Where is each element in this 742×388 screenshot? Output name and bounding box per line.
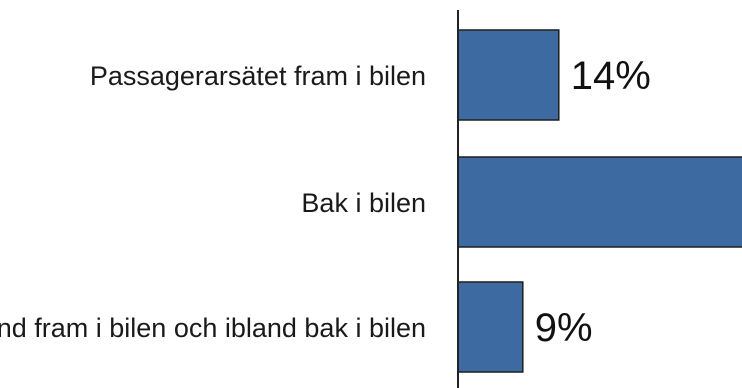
value-labels: 14% 9% bbox=[535, 54, 651, 350]
category-labels: Passagerarsätet fram i bilen Bak i bilen I… bbox=[0, 61, 426, 343]
bar-2 bbox=[457, 156, 742, 248]
category-label-3: Ibland fram i bilen och ibland bak i bil… bbox=[0, 313, 426, 343]
value-label-1: 14% bbox=[571, 54, 651, 98]
bars bbox=[457, 29, 742, 373]
bar-1 bbox=[457, 29, 560, 121]
bar-3 bbox=[457, 281, 524, 373]
value-label-3: 9% bbox=[535, 306, 593, 350]
category-label-2: Bak i bilen bbox=[301, 188, 426, 218]
category-label-1: Passagerarsätet fram i bilen bbox=[90, 61, 426, 91]
